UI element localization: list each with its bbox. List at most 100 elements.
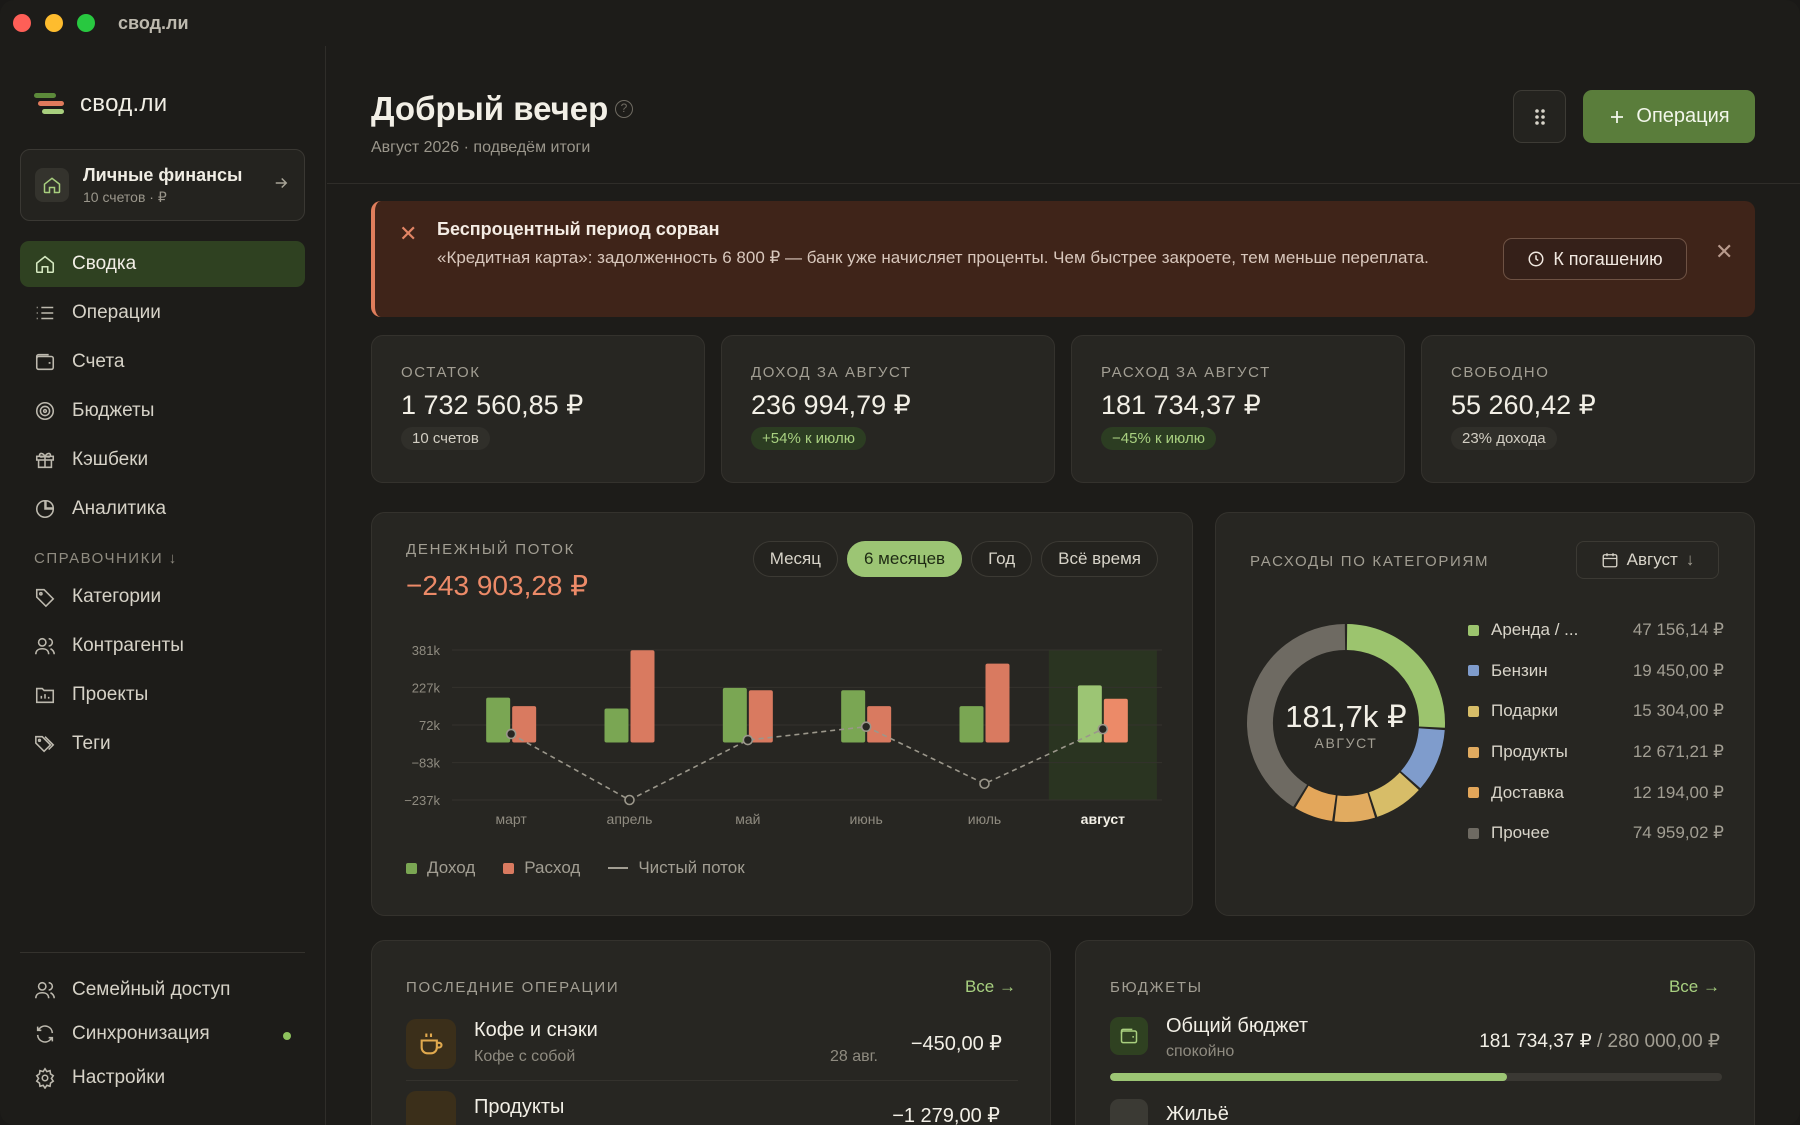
users-icon — [35, 637, 55, 655]
add-operation-button[interactable]: Операция — [1583, 90, 1755, 143]
category-name: Доставка — [1491, 782, 1565, 802]
nav-item-settings[interactable]: Настройки — [20, 1057, 305, 1099]
zoom-window-button[interactable] — [77, 14, 95, 32]
kpi-balance[interactable]: ОСТАТОК 1 732 560,85 ₽ 10 счетов — [371, 335, 705, 483]
budgets-all-link[interactable]: Все → — [1668, 977, 1720, 996]
nav-item-summary[interactable]: Сводка — [20, 241, 305, 287]
bar-expense[interactable] — [512, 706, 537, 743]
nav-item-counterparties[interactable]: Контрагенты — [20, 623, 305, 669]
legend-expense[interactable]: Расход — [503, 858, 580, 878]
nav-item-sync[interactable]: Синхронизация — [20, 1013, 305, 1055]
bar-expense[interactable] — [867, 706, 892, 743]
bar-expense[interactable] — [1103, 698, 1128, 743]
nav-item-projects[interactable]: Проекты — [20, 672, 305, 718]
category-name: Подарки — [1491, 701, 1559, 721]
bar-income[interactable] — [486, 697, 511, 743]
net-flow-point[interactable] — [505, 728, 517, 740]
section-references[interactable]: СПРАВОЧНИКИ ↓ — [34, 550, 178, 567]
close-icon[interactable]: ✕ — [1715, 239, 1734, 264]
kpi-income[interactable]: ДОХОД ЗА АВГУСТ 236 994,79 ₽ +54% к июлю — [721, 335, 1055, 483]
kpi-value: 236 994,79 ₽ — [751, 390, 911, 420]
bar-expense[interactable] — [985, 663, 1010, 743]
net-flow-point[interactable] — [979, 778, 990, 790]
donut-slice[interactable] — [1295, 785, 1337, 822]
nav-item-categories[interactable]: Категории — [20, 574, 305, 620]
logo-text: свод.ли — [80, 90, 168, 117]
donut-slice[interactable] — [1346, 624, 1445, 728]
legend-net[interactable]: Чистый поток — [608, 858, 745, 878]
nav-label: Счета — [72, 351, 125, 372]
category-swatch — [1468, 787, 1479, 799]
category-list: Аренда / ... 47 156,14 ₽ Бензин 19 450,00 ₽… — [1468, 610, 1724, 854]
widgets-menu-button[interactable] — [1513, 90, 1566, 143]
nav-item-cashback[interactable]: Кэшбеки — [20, 437, 305, 483]
period-all-time[interactable]: Всё время — [1041, 541, 1158, 577]
donut-slice[interactable] — [1368, 772, 1419, 817]
donut-slice[interactable] — [1334, 792, 1376, 822]
nav-item-tags[interactable]: Теги — [20, 721, 305, 767]
calendar-icon — [1602, 553, 1618, 568]
net-flow-point[interactable] — [1097, 723, 1109, 735]
bottom-nav: Семейный доступ Синхронизация Настройки — [20, 969, 305, 1099]
repay-button[interactable]: К погашению — [1503, 238, 1687, 280]
legend-label: Чистый поток — [638, 858, 745, 877]
donut-slice[interactable] — [1247, 624, 1346, 807]
period-month[interactable]: Месяц — [752, 541, 838, 577]
kpi-badge: 23% дохода — [1451, 427, 1557, 450]
bar-income[interactable] — [722, 687, 747, 743]
category-row[interactable]: Подарки 15 304,00 ₽ — [1468, 691, 1724, 732]
nav-item-budgets[interactable]: Бюджеты — [20, 388, 305, 434]
nav-item-operations[interactable]: Операции — [20, 290, 305, 336]
y-tick-label: −237k — [404, 793, 440, 808]
kpi-free[interactable]: СВОБОДНО 55 260,42 ₽ 23% дохода — [1421, 335, 1755, 483]
app-logo[interactable]: свод.ли — [34, 90, 167, 118]
month-select[interactable]: Август ↓ — [1576, 541, 1719, 579]
budget-progress-fill — [1110, 1073, 1508, 1081]
category-swatch — [1468, 746, 1479, 758]
period-6-months[interactable]: 6 месяцев — [847, 541, 963, 577]
bar-income[interactable] — [604, 708, 629, 743]
bar-expense[interactable] — [630, 650, 655, 743]
help-icon[interactable]: ? — [615, 100, 633, 118]
minimize-window-button[interactable] — [45, 14, 63, 32]
nav-item-accounts[interactable]: Счета — [20, 339, 305, 385]
bar-income[interactable] — [959, 706, 984, 743]
bar-income[interactable] — [1077, 685, 1102, 743]
tags-icon — [35, 735, 55, 753]
net-flow-point[interactable] — [624, 794, 635, 806]
category-row[interactable]: Аренда / ... 47 156,14 ₽ — [1468, 610, 1724, 651]
bar-expense[interactable] — [748, 690, 773, 743]
y-tick-label: 381k — [412, 643, 441, 658]
operation-title[interactable]: Продукты — [474, 1096, 565, 1118]
operation-amount: −450,00 ₽ — [910, 1033, 1002, 1055]
add-operation-label: Операция — [1636, 105, 1730, 127]
nav-label: Операции — [72, 302, 161, 323]
net-flow-point[interactable] — [742, 734, 754, 746]
kpi-value: 181 734,37 ₽ — [1101, 390, 1261, 420]
gear-icon — [35, 1067, 55, 1089]
nav-item-analytics[interactable]: Аналитика — [20, 486, 305, 532]
budget-amount: 181 734,37 ₽ / 280 000,00 ₽ — [1479, 1030, 1720, 1053]
recent-all-link[interactable]: Все → — [964, 977, 1016, 996]
workspace-switcher[interactable]: Личные финансы 10 счетов · ₽ — [20, 149, 305, 221]
window-title: свод.ли — [118, 13, 189, 33]
kpi-expense[interactable]: РАСХОД ЗА АВГУСТ 181 734,37 ₽ −45% к июл… — [1071, 335, 1405, 483]
operation-row[interactable]: Кофе и снэки Кофе с собой 28 авг. −450,0… — [406, 1017, 1018, 1073]
period-year[interactable]: Год — [971, 541, 1033, 577]
category-row[interactable]: Прочее 74 959,02 ₽ — [1468, 813, 1724, 854]
category-row[interactable]: Бензин 19 450,00 ₽ — [1468, 651, 1724, 692]
bar-income[interactable] — [841, 690, 866, 743]
groceries-icon — [406, 1091, 456, 1125]
budget-title[interactable]: Жильё — [1166, 1103, 1229, 1125]
reference-nav: Категории Контрагенты Проекты Теги — [20, 574, 305, 767]
category-name: Бензин — [1491, 660, 1548, 680]
legend-income[interactable]: Доход — [406, 858, 475, 878]
budget-title[interactable]: Общий бюджет — [1166, 1015, 1309, 1037]
nav-item-family-access[interactable]: Семейный доступ — [20, 969, 305, 1011]
y-tick-label: 72k — [419, 718, 440, 733]
net-flow-point[interactable] — [860, 721, 872, 732]
category-row[interactable]: Доставка 12 194,00 ₽ — [1468, 772, 1724, 813]
donut-slice[interactable] — [1400, 727, 1445, 789]
close-window-button[interactable] — [13, 14, 31, 32]
category-row[interactable]: Продукты 12 671,21 ₽ — [1468, 732, 1724, 773]
